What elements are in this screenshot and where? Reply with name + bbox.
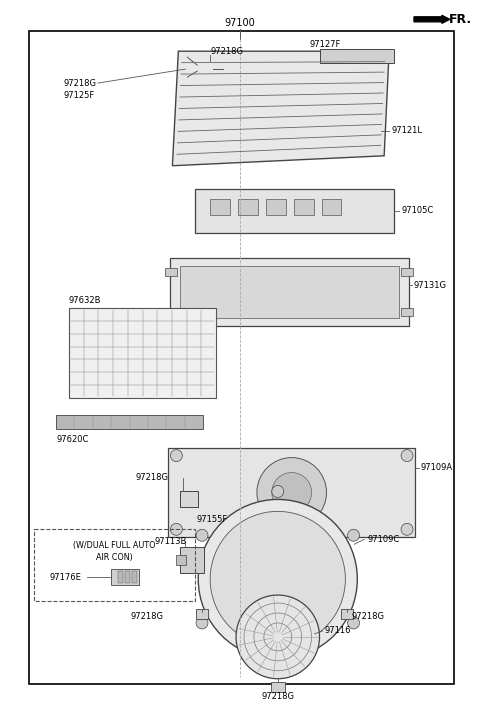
Polygon shape xyxy=(172,51,389,165)
Circle shape xyxy=(348,617,360,629)
Text: 97218G: 97218G xyxy=(210,47,243,55)
Circle shape xyxy=(401,523,413,535)
Text: 97218G: 97218G xyxy=(136,473,168,482)
Bar xyxy=(197,61,213,77)
Bar xyxy=(170,258,409,326)
Bar xyxy=(180,491,198,508)
Bar xyxy=(125,571,130,583)
Text: 97176E: 97176E xyxy=(49,573,81,581)
Bar xyxy=(168,447,415,537)
Bar xyxy=(195,189,394,234)
Text: 97121L: 97121L xyxy=(391,126,422,136)
Text: 97218G: 97218G xyxy=(261,692,294,701)
Bar xyxy=(238,199,258,214)
Bar xyxy=(180,266,399,318)
Circle shape xyxy=(236,595,320,679)
Bar xyxy=(69,308,216,398)
Text: AIR CON): AIR CON) xyxy=(96,552,133,562)
Bar xyxy=(180,547,204,573)
Bar xyxy=(111,569,139,585)
FancyArrow shape xyxy=(414,16,450,23)
Circle shape xyxy=(170,449,182,462)
Bar xyxy=(176,555,186,565)
Bar xyxy=(196,609,208,619)
Circle shape xyxy=(257,458,326,528)
Text: FR.: FR. xyxy=(449,13,472,26)
Bar xyxy=(56,415,203,429)
Bar xyxy=(322,199,341,214)
Text: 97105C: 97105C xyxy=(401,206,433,215)
Bar xyxy=(132,571,137,583)
Circle shape xyxy=(272,473,312,513)
Circle shape xyxy=(170,523,182,535)
Bar xyxy=(271,682,285,692)
Text: 97155F: 97155F xyxy=(196,515,228,524)
Polygon shape xyxy=(320,49,394,63)
Circle shape xyxy=(196,530,208,541)
Text: 97131G: 97131G xyxy=(414,280,447,290)
Text: 97109C: 97109C xyxy=(367,535,399,544)
Text: 97113B: 97113B xyxy=(155,537,187,546)
Text: 97218G: 97218G xyxy=(131,613,164,621)
Text: 97127F: 97127F xyxy=(310,40,341,49)
Circle shape xyxy=(348,530,360,541)
Circle shape xyxy=(401,449,413,462)
Circle shape xyxy=(198,499,357,659)
Circle shape xyxy=(210,511,346,647)
Text: 97632B: 97632B xyxy=(69,296,101,305)
Bar xyxy=(294,199,313,214)
Text: 97125F: 97125F xyxy=(63,90,94,99)
Bar xyxy=(266,199,286,214)
Text: 97116: 97116 xyxy=(324,626,351,635)
Circle shape xyxy=(272,486,284,498)
Text: (W/DUAL FULL AUTO: (W/DUAL FULL AUTO xyxy=(73,541,156,550)
Bar xyxy=(34,530,195,601)
Bar xyxy=(118,571,123,583)
Text: 97620C: 97620C xyxy=(56,435,88,444)
Text: 97109A: 97109A xyxy=(421,463,453,472)
Text: 97218G: 97218G xyxy=(351,613,384,621)
Text: 97218G: 97218G xyxy=(63,79,96,87)
Bar xyxy=(210,199,230,214)
Bar xyxy=(401,308,413,316)
Bar xyxy=(401,268,413,276)
Bar xyxy=(166,308,178,316)
Text: 97100: 97100 xyxy=(225,18,255,28)
Circle shape xyxy=(272,661,284,673)
Bar xyxy=(166,268,178,276)
Bar xyxy=(29,31,454,684)
Bar xyxy=(341,609,353,619)
Circle shape xyxy=(196,617,208,629)
